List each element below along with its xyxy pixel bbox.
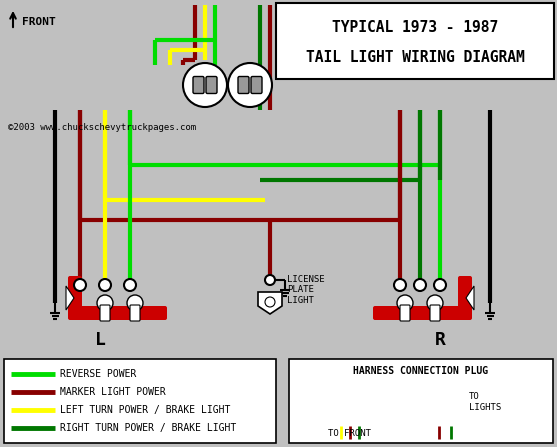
Circle shape xyxy=(394,279,406,291)
Circle shape xyxy=(127,295,143,311)
FancyBboxPatch shape xyxy=(68,306,167,320)
Circle shape xyxy=(414,279,426,291)
Text: LICENSE
PLATE
LIGHT: LICENSE PLATE LIGHT xyxy=(287,275,325,305)
FancyBboxPatch shape xyxy=(100,305,110,321)
FancyBboxPatch shape xyxy=(238,76,249,93)
Text: R: R xyxy=(434,331,446,349)
FancyBboxPatch shape xyxy=(68,276,82,312)
FancyBboxPatch shape xyxy=(289,359,553,443)
Circle shape xyxy=(265,297,275,307)
Text: LEFT TURN POWER / BRAKE LIGHT: LEFT TURN POWER / BRAKE LIGHT xyxy=(60,405,231,415)
Circle shape xyxy=(427,295,443,311)
FancyBboxPatch shape xyxy=(458,276,472,312)
Polygon shape xyxy=(66,286,74,310)
FancyBboxPatch shape xyxy=(338,398,349,416)
Circle shape xyxy=(124,279,136,291)
Text: RIGHT TURN POWER / BRAKE LIGHT: RIGHT TURN POWER / BRAKE LIGHT xyxy=(60,423,236,433)
Text: ©2003 www.chuckschevytruckpages.com: ©2003 www.chuckschevytruckpages.com xyxy=(8,123,196,132)
Text: MARKER LIGHT POWER: MARKER LIGHT POWER xyxy=(60,387,166,397)
Text: FRONT: FRONT xyxy=(22,17,56,27)
Circle shape xyxy=(265,275,275,285)
FancyBboxPatch shape xyxy=(400,305,410,321)
Circle shape xyxy=(434,279,446,291)
Text: TO
LIGHTS: TO LIGHTS xyxy=(469,392,501,412)
FancyBboxPatch shape xyxy=(4,359,276,443)
Text: L: L xyxy=(95,331,105,349)
FancyBboxPatch shape xyxy=(433,398,444,416)
Polygon shape xyxy=(258,292,282,314)
Circle shape xyxy=(74,279,86,291)
Polygon shape xyxy=(466,286,474,310)
FancyBboxPatch shape xyxy=(351,398,362,416)
Text: TYPICAL 1973 - 1987: TYPICAL 1973 - 1987 xyxy=(332,21,498,35)
Circle shape xyxy=(97,295,113,311)
Circle shape xyxy=(228,63,272,107)
Text: REVERSE POWER: REVERSE POWER xyxy=(60,369,136,379)
Circle shape xyxy=(183,63,227,107)
Text: TAIL LIGHT WIRING DIAGRAM: TAIL LIGHT WIRING DIAGRAM xyxy=(306,50,524,64)
Circle shape xyxy=(397,295,413,311)
Circle shape xyxy=(331,388,369,426)
Text: TO FRONT: TO FRONT xyxy=(329,429,372,438)
Text: HARNESS CONNECTION PLUG: HARNESS CONNECTION PLUG xyxy=(354,366,488,376)
FancyBboxPatch shape xyxy=(130,305,140,321)
FancyBboxPatch shape xyxy=(430,305,440,321)
FancyBboxPatch shape xyxy=(446,398,457,416)
FancyBboxPatch shape xyxy=(251,76,262,93)
FancyBboxPatch shape xyxy=(206,76,217,93)
FancyBboxPatch shape xyxy=(193,76,204,93)
FancyBboxPatch shape xyxy=(276,3,554,79)
Circle shape xyxy=(426,388,464,426)
FancyBboxPatch shape xyxy=(373,306,472,320)
Circle shape xyxy=(99,279,111,291)
